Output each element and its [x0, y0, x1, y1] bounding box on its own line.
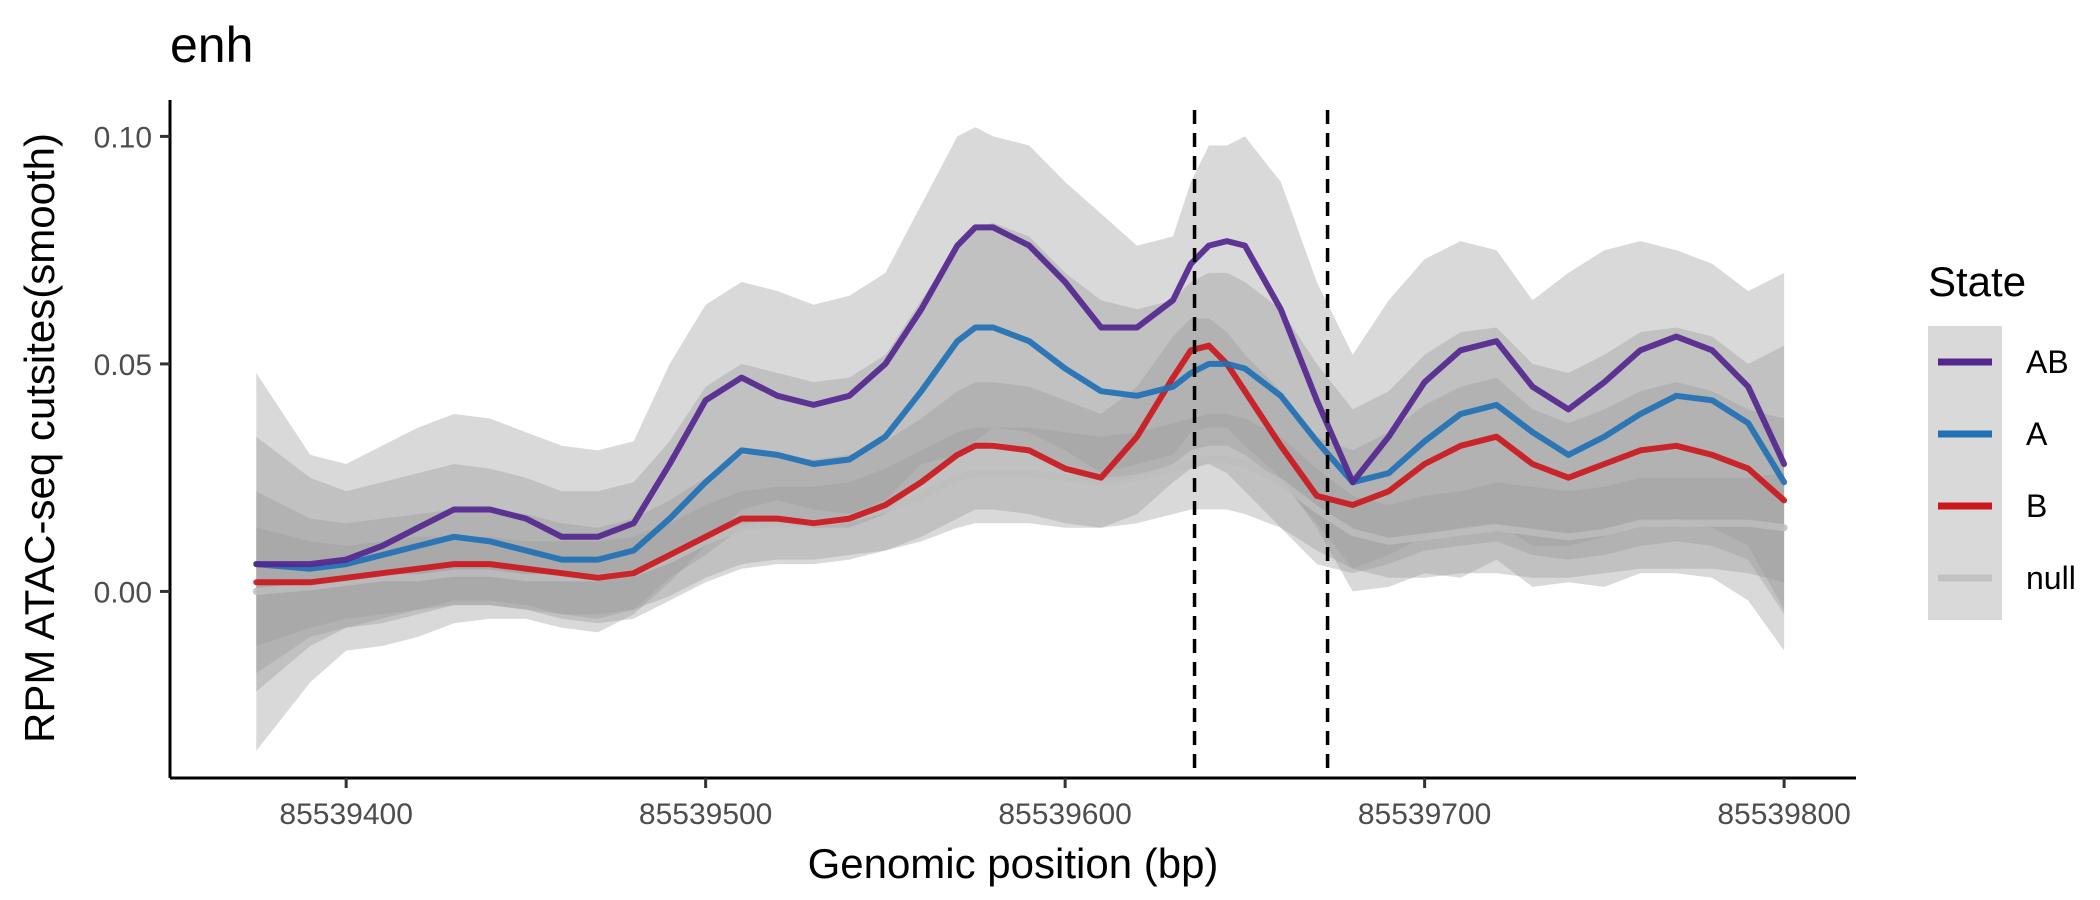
legend-label-B: B — [2026, 488, 2047, 524]
legend-label-AB: AB — [2026, 344, 2069, 380]
x-tick-label: 85539700 — [1358, 798, 1491, 831]
y-tick-label: 0.05 — [94, 349, 152, 382]
y-axis-ticks: 0.00 0.05 0.10 — [94, 121, 170, 609]
x-tick-label: 85539800 — [1717, 798, 1850, 831]
series-line-AB — [253, 224, 1788, 568]
legend-title: State — [1928, 258, 2026, 305]
y-tick-label: 0.10 — [94, 121, 152, 154]
series-line-null — [252, 456, 1788, 595]
legend-label-A: A — [2026, 416, 2048, 452]
series-line-A — [253, 324, 1788, 572]
x-tick-label: 85539400 — [279, 798, 412, 831]
plot-area — [252, 110, 1788, 778]
y-tick-label: 0.00 — [94, 576, 152, 609]
confidence-bands — [256, 127, 1785, 751]
legend-label-null: null — [2026, 560, 2076, 596]
series-lines — [252, 224, 1788, 595]
series-line-B — [253, 342, 1788, 586]
reference-lines — [1192, 110, 1330, 778]
x-tick-label: 85539500 — [639, 798, 772, 831]
B-band — [256, 318, 1785, 674]
null-band — [256, 414, 1785, 646]
y-axis-title: RPM ATAC-seq cutsites(smooth) — [16, 133, 63, 743]
x-axis-title: Genomic position (bp) — [808, 840, 1219, 887]
AB-band — [256, 127, 1785, 751]
chart-title: enh — [170, 17, 253, 73]
x-axis-ticks: 85539400 85539500 85539600 85539700 85539800 — [279, 778, 1851, 831]
x-tick-label: 85539600 — [998, 798, 1131, 831]
legend-key-background — [1928, 326, 2002, 620]
